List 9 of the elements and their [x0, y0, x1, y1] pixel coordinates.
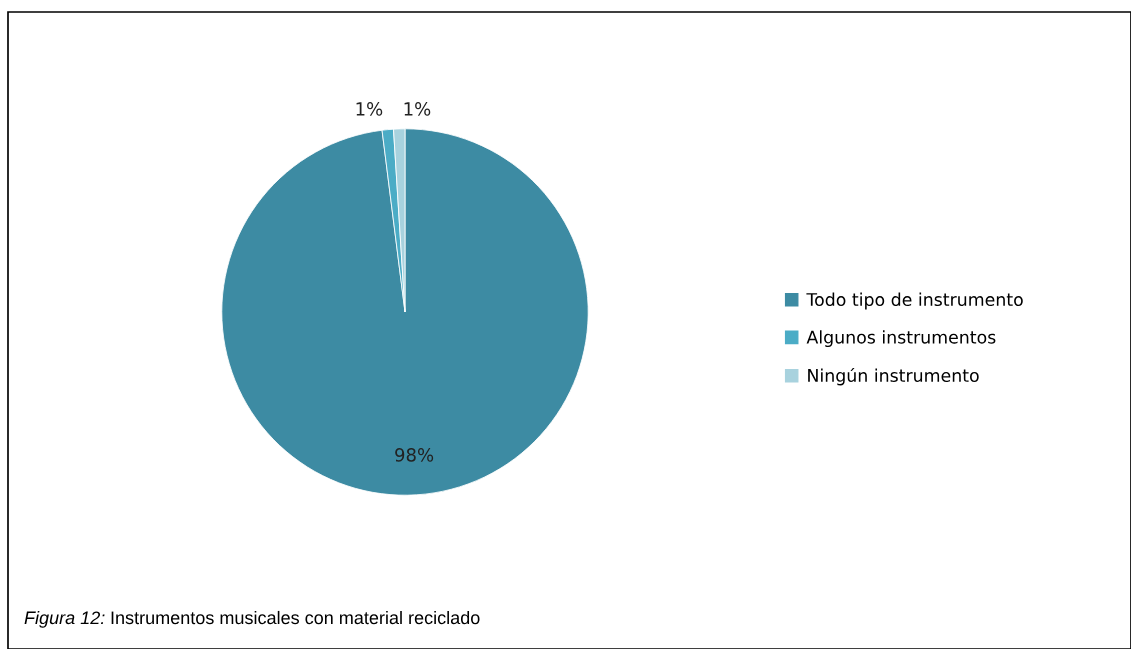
legend-label: Algunos instrumentos [806, 330, 996, 348]
data-label: 1% [356, 102, 383, 116]
legend-label: Ningún instrumento [808, 367, 979, 386]
data-label: 98% [395, 448, 434, 462]
text: Instrumentos musicales con material reciclado [111, 610, 480, 625]
legend-label: Todo tipo de instrumento [806, 292, 1023, 310]
data-label: 1% [404, 102, 431, 116]
pie-slice [221, 128, 589, 496]
text: Figura 12: [24, 610, 105, 628]
